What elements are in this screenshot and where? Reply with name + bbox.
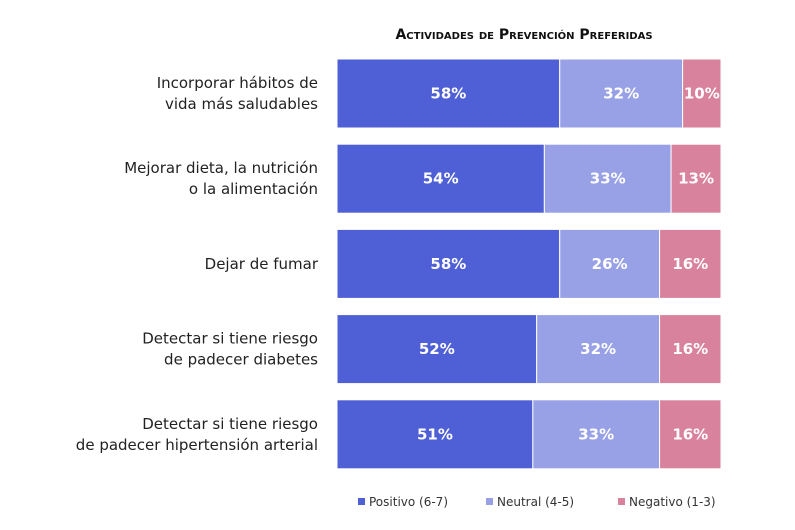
data-label-1-1: 33% bbox=[590, 170, 626, 188]
data-label-2-2: 16% bbox=[672, 255, 708, 273]
data-label-2-1: 26% bbox=[592, 255, 628, 273]
data-label-3-0: 52% bbox=[419, 340, 455, 358]
legend: Positivo (6-7) Neutral (4-5) Negativo (1-3… bbox=[358, 495, 716, 509]
legend-swatch-2 bbox=[618, 498, 625, 505]
bar-segment-4-1 bbox=[532, 399, 661, 470]
category-label-2-0: Dejar de fumar bbox=[205, 255, 319, 273]
bar-segment-4-0 bbox=[336, 399, 534, 470]
data-label-3-1: 32% bbox=[580, 340, 616, 358]
data-label-0-0: 58% bbox=[430, 85, 466, 103]
bar-segment-3-2 bbox=[659, 314, 722, 385]
category-label-4-1: de padecer hipertensión arterial bbox=[76, 436, 318, 454]
category-labels-group: Incorporar hábitos de vida más saludables… bbox=[76, 74, 319, 454]
category-label-0-1: vida más saludables bbox=[165, 95, 318, 113]
category-label-1-0: Mejorar dieta, la nutrición bbox=[124, 159, 318, 177]
bar-segment-3-0 bbox=[336, 314, 538, 385]
chart-title: Actividades de Prevención Preferidas bbox=[395, 27, 652, 43]
category-label-0-0: Incorporar hábitos de bbox=[157, 74, 318, 92]
bar-segment-1-2 bbox=[670, 143, 722, 214]
data-label-4-1: 33% bbox=[578, 425, 614, 443]
legend-label-2: Negativo (1-3) bbox=[629, 495, 716, 509]
legend-swatch-0 bbox=[358, 498, 365, 505]
bar-segment-2-1 bbox=[559, 228, 661, 299]
data-label-0-2: 10% bbox=[684, 85, 720, 103]
category-label-4-0: Detectar si tiene riesgo bbox=[142, 415, 318, 433]
data-label-3-2: 16% bbox=[672, 340, 708, 358]
bars-group: 58% 32% 10% 54% 33% 13% 58% 26% 16% 52% 32% 16% 51% 3… bbox=[336, 58, 722, 470]
bar-segment-1-0 bbox=[336, 143, 545, 214]
bar-segment-1-1 bbox=[543, 143, 672, 214]
category-label-3-1: de padecer diabetes bbox=[164, 351, 318, 369]
data-label-1-0: 54% bbox=[423, 170, 459, 188]
category-label-1-1: o la alimentación bbox=[189, 180, 318, 198]
bar-segment-4-2 bbox=[659, 399, 722, 470]
data-label-4-2: 16% bbox=[672, 425, 708, 443]
data-label-2-0: 58% bbox=[430, 255, 466, 273]
bar-segment-2-0 bbox=[336, 228, 561, 299]
bar-segment-2-2 bbox=[659, 228, 722, 299]
data-label-4-0: 51% bbox=[417, 425, 453, 443]
bar-segment-0-0 bbox=[336, 58, 561, 129]
data-label-1-2: 13% bbox=[678, 170, 714, 188]
category-label-3-0: Detectar si tiene riesgo bbox=[142, 330, 318, 348]
legend-label-0: Positivo (6-7) bbox=[369, 495, 448, 509]
legend-label-1: Neutral (4-5) bbox=[497, 495, 574, 509]
bar-segment-0-2 bbox=[682, 58, 722, 129]
bar-segment-0-1 bbox=[559, 58, 684, 129]
legend-swatch-1 bbox=[486, 498, 493, 505]
data-label-0-1: 32% bbox=[603, 85, 639, 103]
